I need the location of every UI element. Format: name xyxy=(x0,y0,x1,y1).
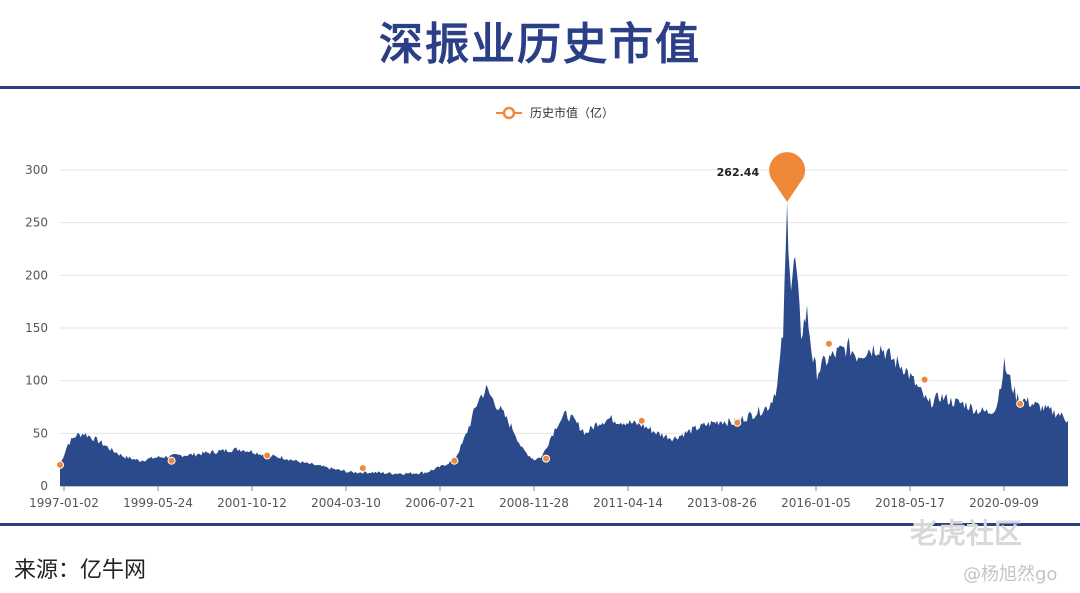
series-point[interactable] xyxy=(263,451,272,460)
chart-legend[interactable]: 历史市值（亿） xyxy=(496,105,614,120)
x-tick-label: 2016-01-05 xyxy=(781,496,851,510)
x-tick-label: 2011-04-14 xyxy=(593,496,663,510)
series-point[interactable] xyxy=(733,418,742,427)
x-axis: 1997-01-02 1999-05-24 2001-10-12 2004-03-10… xyxy=(29,486,1039,510)
y-tick-label: 150 xyxy=(25,321,48,335)
series-point[interactable] xyxy=(920,375,929,384)
series-point[interactable] xyxy=(167,456,176,465)
x-tick-label: 2006-07-21 xyxy=(405,496,475,510)
title-divider xyxy=(0,86,1080,89)
x-tick-label: 2020-09-09 xyxy=(969,496,1039,510)
x-tick-label: 2018-05-17 xyxy=(875,496,945,510)
series-point[interactable] xyxy=(542,454,551,463)
x-tick-label: 1997-01-02 xyxy=(29,496,99,510)
watermark-user: @杨旭然go xyxy=(963,564,1058,585)
y-tick-label: 300 xyxy=(25,163,48,177)
series-point[interactable] xyxy=(1016,399,1025,408)
peak-pin-icon xyxy=(769,152,806,203)
source-note: 来源：亿牛网 xyxy=(14,558,147,583)
x-tick-label: 2004-03-10 xyxy=(311,496,381,510)
y-tick-label: 100 xyxy=(25,374,48,388)
series-markers xyxy=(56,339,1025,473)
peak-value-label: 262.44 xyxy=(717,166,760,179)
y-tick-label: 200 xyxy=(25,268,48,282)
watermark-site: 老虎社区 xyxy=(910,517,1023,550)
peak-annotation: 262.44 xyxy=(717,152,806,203)
legend-marker-icon xyxy=(502,106,516,120)
legend-label: 历史市值（亿） xyxy=(530,105,614,120)
series-point[interactable] xyxy=(450,456,459,465)
page-title: 深振业历史市值 xyxy=(379,19,701,70)
x-tick-label: 2008-11-28 xyxy=(499,496,569,510)
series-point[interactable] xyxy=(637,416,646,425)
series-point[interactable] xyxy=(358,464,367,473)
series-point[interactable] xyxy=(56,460,64,469)
x-tick-label: 2013-08-26 xyxy=(687,496,757,510)
x-tick-label: 2001-10-12 xyxy=(217,496,287,510)
footer-divider xyxy=(0,523,1080,526)
y-tick-label: 50 xyxy=(33,426,48,440)
y-gridlines xyxy=(60,169,1068,434)
x-tick-label: 1999-05-24 xyxy=(123,496,193,510)
y-tick-label: 0 xyxy=(40,479,48,493)
y-tick-label: 250 xyxy=(25,216,48,230)
market-cap-area xyxy=(60,202,1068,486)
series-point[interactable] xyxy=(824,339,833,348)
